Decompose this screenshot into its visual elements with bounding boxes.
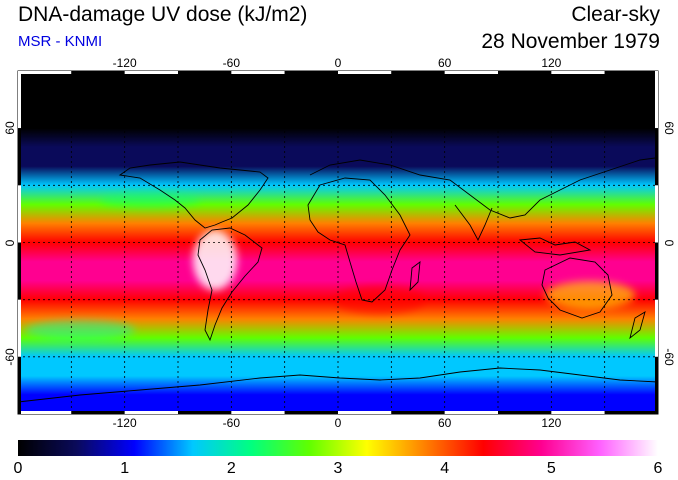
dose-variations (25, 192, 635, 340)
frame-tick-segment (604, 411, 658, 414)
frame-tick-segment (18, 242, 21, 300)
lon-tick-label-top: -60 (222, 56, 240, 70)
south-america-coast (197, 227, 263, 342)
frame-tick-segment (231, 411, 285, 414)
frame-tick-segment (71, 71, 125, 74)
lat-tick-label-right: 60 (662, 121, 676, 135)
frame-tick-segment (124, 411, 178, 414)
frame-tick-segment (655, 128, 658, 186)
sky-condition-label: Clear-sky (571, 3, 660, 26)
andes-high-dose (193, 230, 237, 290)
source-label: MSR - KNMI (18, 33, 103, 50)
frame-tick-segment (655, 299, 658, 357)
frame-tick-segment (655, 71, 658, 129)
antarctica-coast (17, 367, 659, 403)
frame-tick-segment (231, 71, 285, 74)
colorbar-tick-label: 2 (226, 460, 236, 477)
frame-tick-segment (18, 299, 21, 357)
date-label: 28 November 1979 (481, 30, 660, 53)
frame-tick-segment (71, 411, 125, 414)
lon-tick-label-bottom: 60 (437, 416, 452, 430)
madagascar-coast (409, 261, 421, 292)
europe-asia-coast (309, 157, 656, 219)
frame-tick-segment (498, 71, 552, 74)
map-title: DNA-damage UV dose (kJ/m2) (18, 3, 308, 26)
colorbar-tick-label: 3 (333, 460, 343, 477)
africa-coast (307, 177, 411, 303)
frame-tick-segment (338, 71, 392, 74)
australia-coast (541, 257, 613, 319)
frame-tick-segment (284, 71, 338, 74)
frame-tick-segment (284, 411, 338, 414)
frame-tick-segment (391, 71, 445, 74)
frame-tick-segment (391, 411, 445, 414)
lon-tick-label-bottom: 120 (541, 416, 562, 430)
lon-tick-label-top: -120 (112, 56, 137, 70)
colorbar-tick-label: 5 (546, 460, 556, 477)
lon-tick-label-bottom: -60 (222, 416, 240, 430)
lon-tick-label-bottom: 0 (334, 416, 342, 430)
south-pacific-band (25, 320, 135, 340)
colorbar-tick-label: 6 (653, 460, 663, 477)
frame-tick-segment (18, 128, 21, 186)
lat-tick-label-left: -60 (3, 348, 17, 366)
lat-tick-label-left: 60 (3, 121, 17, 135)
frame-tick-segment (655, 242, 658, 300)
lon-tick-label-top: 60 (437, 56, 452, 70)
frame-tick-segment (655, 185, 658, 243)
lat-tick-label-right: -60 (662, 348, 676, 366)
frame-tick-segment (178, 71, 232, 74)
frame-tick-segment (444, 411, 498, 414)
frame-tick-segment (18, 185, 21, 243)
australia-band (545, 281, 635, 309)
map-plot-area (17, 70, 659, 415)
colorbar-tick-label: 4 (440, 460, 450, 477)
frame-ticks (18, 71, 658, 414)
north-pacific-band (100, 192, 200, 208)
new-zealand-coast (629, 311, 646, 340)
colorbar-tick-label: 1 (120, 460, 130, 477)
lat-tick-label-left: 0 (3, 239, 17, 246)
colorbar-tick-label: 0 (13, 460, 23, 477)
frame-tick-segment (551, 411, 605, 414)
indonesia-coast (518, 237, 592, 256)
frame-tick-segment (124, 71, 178, 74)
frame-tick-segment (444, 71, 498, 74)
frame-tick-segment (18, 71, 72, 74)
frame-tick-segment (18, 356, 21, 414)
lon-tick-label-top: 0 (334, 56, 342, 70)
lon-tick-label-top: 120 (541, 56, 562, 70)
india-coast (454, 204, 493, 242)
frame-tick-segment (18, 411, 72, 414)
frame-tick-segment (604, 71, 658, 74)
frame-tick-segment (18, 71, 21, 129)
frame-tick-segment (178, 411, 232, 414)
lat-tick-label-right: 0 (662, 239, 676, 246)
frame-tick-segment (551, 71, 605, 74)
lon-tick-label-bottom: -120 (112, 416, 137, 430)
graticule (18, 71, 658, 414)
frame-tick-segment (498, 411, 552, 414)
frame-tick-segment (338, 411, 392, 414)
frame-tick-segment (655, 356, 658, 414)
colorbar (18, 440, 658, 456)
